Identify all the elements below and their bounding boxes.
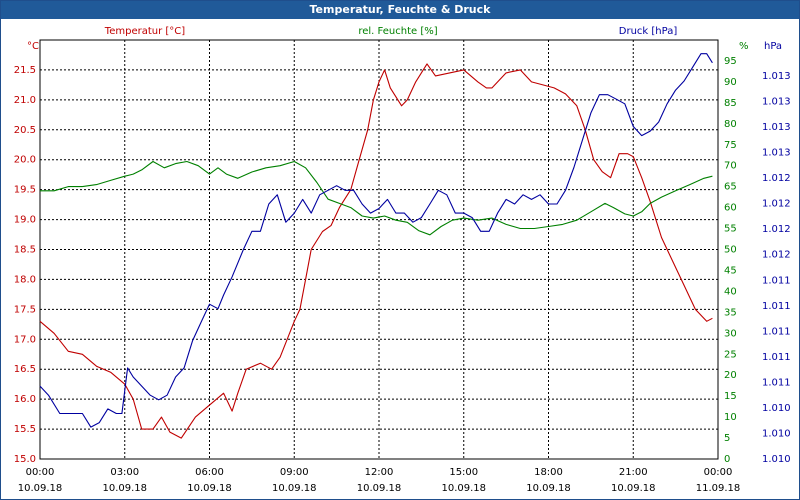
x-tick-time: 09:00 (280, 467, 309, 478)
x-tick-time: 12:00 (365, 467, 394, 478)
left-axis-tick: 15.5 (14, 424, 36, 435)
pressure-axis-tick: 1.012 (762, 224, 791, 235)
x-tick-date: 10.09.18 (357, 483, 402, 494)
plot-area (39, 39, 719, 460)
x-tick-date: 10.09.18 (611, 483, 656, 494)
humidity-axis-tick: 45 (724, 265, 737, 276)
x-tick-time: 06:00 (195, 467, 224, 478)
left-axis-tick: 16.0 (14, 394, 36, 405)
window-title: Temperatur, Feuchte & Druck (1, 1, 799, 19)
humidity-axis-tick: 75 (724, 140, 737, 151)
pressure-axis-tick: 1.010 (762, 428, 791, 439)
legend: Temperatur [°C] rel. Feuchte [%] Druck [hP… (104, 26, 678, 37)
pressure-axis-unit: hPa (764, 41, 782, 52)
left-axis-tick: 16.5 (14, 364, 36, 375)
pressure-axis-tick: 1.011 (762, 352, 791, 363)
left-axis-tick: 15.0 (14, 454, 36, 465)
x-tick-date: 10.09.18 (526, 483, 571, 494)
pressure-axis-tick: 1.012 (762, 199, 791, 210)
left-axis-tick: 17.5 (14, 304, 36, 315)
pressure-axis-tick: 1.013 (762, 97, 791, 108)
x-tick-time: 15:00 (449, 467, 478, 478)
x-tick-date: 11.09.18 (696, 483, 741, 494)
left-axis-tick: 19.0 (14, 215, 36, 226)
humidity-axis-tick: 10 (724, 412, 737, 423)
left-axis-tick: 18.0 (14, 274, 36, 285)
left-axis-tick: 21.5 (14, 65, 36, 76)
x-tick-time: 21:00 (619, 467, 648, 478)
x-tick-time: 03:00 (110, 467, 139, 478)
pressure-axis-tick: 1.012 (762, 250, 791, 261)
pressure-axis-tick: 1.011 (762, 301, 791, 312)
pressure-axis-tick: 1.013 (762, 71, 791, 82)
left-axis-tick: 21.0 (14, 95, 36, 106)
pressure-axis-tick: 1.013 (762, 122, 791, 133)
humidity-axis-tick: 50 (724, 245, 737, 256)
pressure-axis-tick: 1.011 (762, 326, 791, 337)
humidity-axis-tick: 40 (724, 286, 737, 297)
humidity-axis-tick: 5 (724, 433, 730, 444)
x-tick-date: 10.09.18 (441, 483, 486, 494)
humidity-axis-tick: 85 (724, 98, 737, 109)
x-tick-date: 10.09.18 (187, 483, 232, 494)
humidity-axis-tick: 95 (724, 56, 737, 67)
humidity-axis-unit: % (739, 41, 749, 52)
pressure-axis-tick: 1.013 (762, 148, 791, 159)
left-axis-tick: 18.5 (14, 245, 36, 256)
humidity-axis-tick: 60 (724, 203, 737, 214)
legend-item: rel. Feuchte [%] (358, 26, 437, 37)
left-axis-tick: 20.0 (14, 155, 36, 166)
humidity-axis-tick: 35 (724, 307, 737, 318)
legend-item: Temperatur [°C] (104, 26, 185, 37)
series-line (40, 160, 713, 236)
pressure-axis-tick: 1.012 (762, 173, 791, 184)
x-tick-time: 18:00 (534, 467, 563, 478)
humidity-axis-tick: 15 (724, 391, 737, 402)
humidity-axis-tick: 55 (724, 224, 737, 235)
series-lines (39, 53, 713, 439)
series-line (39, 53, 713, 428)
left-axis-tick: 17.0 (14, 334, 36, 345)
humidity-axis-tick: 25 (724, 349, 737, 360)
left-axis-unit: °C (27, 41, 39, 52)
legend-item: Druck [hPa] (619, 26, 678, 37)
humidity-axis-tick: 80 (724, 119, 737, 130)
x-tick-date: 10.09.18 (102, 483, 147, 494)
grid-lines (40, 40, 718, 459)
pressure-axis-tick: 1.010 (762, 403, 791, 414)
humidity-axis-tick: 90 (724, 77, 737, 88)
pressure-axis-tick: 1.011 (762, 275, 791, 286)
x-tick-date: 10.09.18 (272, 483, 317, 494)
axes: 00:00 10.09.18 03:00 10.09.18 06:00 10.09.18 0… (14, 41, 791, 494)
series-line (39, 63, 713, 439)
humidity-axis-tick: 20 (724, 370, 737, 381)
humidity-axis-tick: 65 (724, 182, 737, 193)
left-axis-tick: 20.5 (14, 125, 36, 136)
left-axis-tick: 19.5 (14, 185, 36, 196)
x-tick-time: 00:00 (26, 467, 55, 478)
humidity-axis-tick: 70 (724, 161, 737, 172)
humidity-axis-tick: 30 (724, 328, 737, 339)
pressure-axis-tick: 1.010 (762, 454, 791, 465)
pressure-axis-tick: 1.011 (762, 377, 791, 388)
humidity-axis-tick: 0 (724, 454, 730, 465)
x-tick-time: 00:00 (704, 467, 733, 478)
x-tick-date: 10.09.18 (18, 483, 63, 494)
